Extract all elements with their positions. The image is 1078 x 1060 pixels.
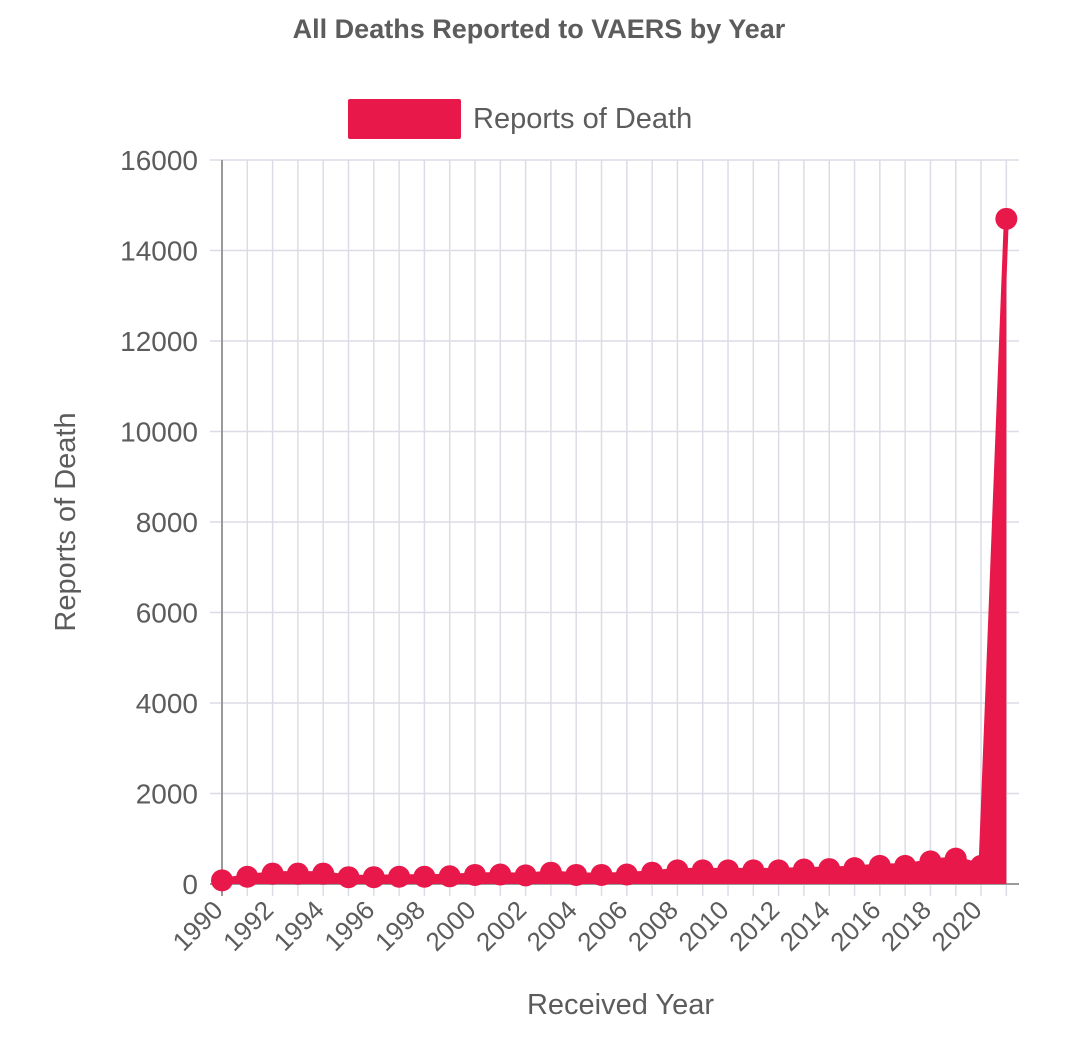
- data-point: [413, 865, 436, 888]
- data-point: [792, 858, 815, 881]
- data-point: [539, 861, 562, 884]
- x-tick-label: 2006: [571, 895, 633, 957]
- y-tick-label: 8000: [136, 507, 198, 538]
- x-tick-label: 2002: [470, 895, 532, 957]
- y-tick-label: 4000: [136, 688, 198, 719]
- data-point: [337, 866, 360, 889]
- y-tick-label: 16000: [120, 145, 198, 176]
- x-tick-label: 2000: [419, 895, 481, 957]
- legend-swatch: [348, 99, 461, 139]
- data-point: [641, 861, 664, 884]
- data-point: [489, 863, 512, 886]
- data-point: [717, 859, 740, 882]
- legend-label: Reports of Death: [473, 102, 693, 135]
- x-tick-label: 2010: [673, 895, 735, 957]
- data-point: [211, 869, 233, 892]
- x-tick-label: 2014: [774, 895, 836, 957]
- data-point: [312, 862, 335, 885]
- y-tick-label: 12000: [120, 326, 198, 357]
- x-tick-label: 2016: [824, 895, 886, 957]
- data-point: [919, 850, 942, 873]
- x-tick-label: 2008: [622, 895, 684, 957]
- x-tick-label: 1990: [166, 895, 228, 957]
- x-tick-label: 1996: [318, 895, 380, 957]
- x-tick-label: 2012: [723, 895, 785, 957]
- data-point: [261, 862, 284, 885]
- y-tick-label: 6000: [136, 598, 198, 629]
- data-point: [590, 863, 613, 886]
- legend[interactable]: Reports of Death: [348, 98, 692, 140]
- y-tick-label: 2000: [136, 779, 198, 810]
- data-point: [666, 859, 689, 882]
- series-line: [221, 218, 1009, 883]
- data-point: [818, 858, 841, 881]
- data-point: [464, 863, 487, 886]
- chart-title: All Deaths Reported to VAERS by Year: [292, 14, 786, 44]
- series-area: [222, 218, 1007, 884]
- data-point: [894, 854, 917, 877]
- data-point: [691, 859, 714, 882]
- y-tick-label: 0: [182, 869, 198, 900]
- data-point: [615, 863, 638, 886]
- data-point: [286, 862, 309, 885]
- x-tick-label: 1998: [369, 895, 431, 957]
- data-point: [995, 207, 1018, 230]
- data-point: [236, 865, 259, 888]
- data-point: [438, 865, 461, 888]
- data-point: [944, 847, 967, 870]
- y-tick-label: 10000: [120, 417, 198, 448]
- x-tick-label: 1992: [217, 895, 279, 957]
- x-axis-title: Received Year: [527, 989, 714, 1021]
- data-point: [514, 864, 537, 887]
- data-point: [767, 859, 790, 882]
- x-tick-label: 2020: [926, 895, 988, 957]
- data-point: [362, 866, 385, 889]
- data-point: [565, 863, 588, 886]
- data-point: [843, 857, 866, 880]
- y-axis-title: Reports of Death: [50, 412, 82, 631]
- data-point: [742, 859, 765, 882]
- y-tick-label: 14000: [120, 236, 198, 267]
- data-point: [970, 854, 993, 877]
- x-tick-label: 1994: [268, 895, 330, 957]
- x-tick-label: 2018: [875, 895, 937, 957]
- data-point: [868, 854, 891, 877]
- x-tick-label: 2004: [521, 895, 583, 957]
- data-point: [388, 865, 411, 888]
